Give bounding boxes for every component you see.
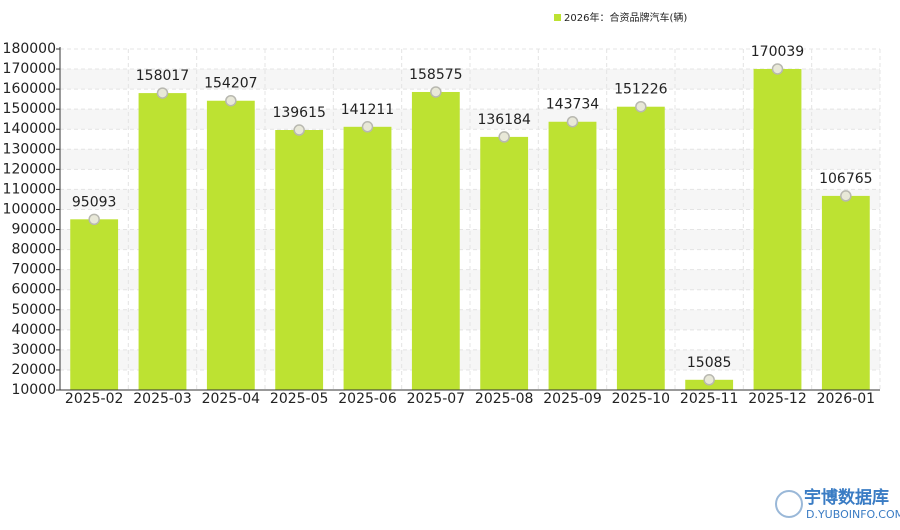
- y-tick-label: 140000: [3, 121, 56, 137]
- y-tick-label: 100000: [3, 201, 56, 217]
- watermark-name: 宇博数据库: [804, 487, 889, 508]
- y-tick-label: 30000: [11, 342, 56, 358]
- bar: [480, 136, 529, 390]
- y-tick-label: 110000: [3, 181, 56, 197]
- legend-swatch: [554, 14, 561, 21]
- bar: [275, 130, 324, 390]
- point-marker: [703, 374, 715, 386]
- data-label: 139615: [272, 105, 325, 121]
- y-tick-label: 120000: [3, 161, 56, 177]
- point-marker: [156, 87, 169, 99]
- x-tick-label: 2025-02: [65, 391, 124, 407]
- y-tick-label: 150000: [3, 101, 56, 117]
- x-tick-label: 2026-01: [817, 391, 876, 407]
- data-label: 141211: [341, 102, 394, 118]
- data-label: 158017: [136, 68, 189, 84]
- bar: [70, 219, 119, 390]
- y-tick-label: 50000: [11, 302, 56, 318]
- bar: [548, 121, 597, 390]
- x-tick-label: 2025-07: [407, 391, 466, 407]
- point-marker: [635, 100, 647, 113]
- y-tick-label: 80000: [11, 242, 56, 258]
- x-tick-label: 2025-10: [612, 391, 671, 407]
- data-label: 158575: [409, 67, 462, 83]
- y-tick-label: 170000: [3, 61, 56, 77]
- x-tick-label: 2025-06: [338, 391, 397, 407]
- bar: [753, 68, 802, 390]
- bar: [821, 195, 870, 390]
- bar: [206, 100, 255, 390]
- point-marker: [840, 190, 852, 202]
- point-marker: [225, 94, 237, 107]
- bar: [138, 93, 187, 391]
- y-tick-label: 130000: [3, 141, 56, 157]
- bar: [616, 106, 665, 391]
- data-label: 154207: [204, 76, 257, 92]
- y-tick-label: 20000: [11, 362, 56, 378]
- point-marker: [771, 63, 784, 75]
- x-tick-label: 2025-11: [680, 391, 739, 407]
- data-label: 151226: [614, 82, 668, 98]
- point-marker: [361, 121, 374, 133]
- y-tick-label: 60000: [11, 282, 56, 298]
- point-marker: [88, 213, 100, 226]
- y-tick-label: 40000: [11, 322, 56, 338]
- watermark-logo: [775, 490, 803, 518]
- x-tick-label: 2025-05: [270, 391, 329, 407]
- legend-label: 2026年：合资品牌汽车(辆): [564, 11, 687, 24]
- point-marker: [430, 86, 442, 98]
- data-label: 136184: [477, 112, 531, 128]
- y-tick-label: 160000: [3, 81, 56, 97]
- data-label: 143734: [546, 97, 600, 113]
- y-tick-label: 70000: [11, 262, 56, 278]
- data-label: 170039: [751, 44, 804, 60]
- x-tick-label: 2025-12: [748, 391, 807, 407]
- data-label: 106765: [819, 171, 872, 187]
- point-marker: [566, 115, 579, 128]
- x-tick-label: 2025-03: [133, 391, 192, 407]
- point-marker: [498, 131, 510, 143]
- watermark: 宇博数据库 D.YUBOINFO.COM: [775, 487, 900, 521]
- bar: [343, 126, 392, 391]
- x-tick-label: 2025-04: [202, 391, 261, 407]
- point-marker: [293, 124, 305, 136]
- data-label: 15085: [687, 355, 732, 371]
- bar: [411, 91, 460, 391]
- watermark-url: D.YUBOINFO.COM: [806, 508, 900, 521]
- y-tick-label: 180000: [3, 41, 56, 57]
- x-tick-label: 2025-09: [543, 391, 602, 407]
- y-tick-label: 90000: [11, 222, 56, 238]
- data-label: 95093: [72, 194, 117, 210]
- y-tick-label: 10000: [11, 382, 56, 398]
- x-tick-label: 2025-08: [475, 391, 534, 407]
